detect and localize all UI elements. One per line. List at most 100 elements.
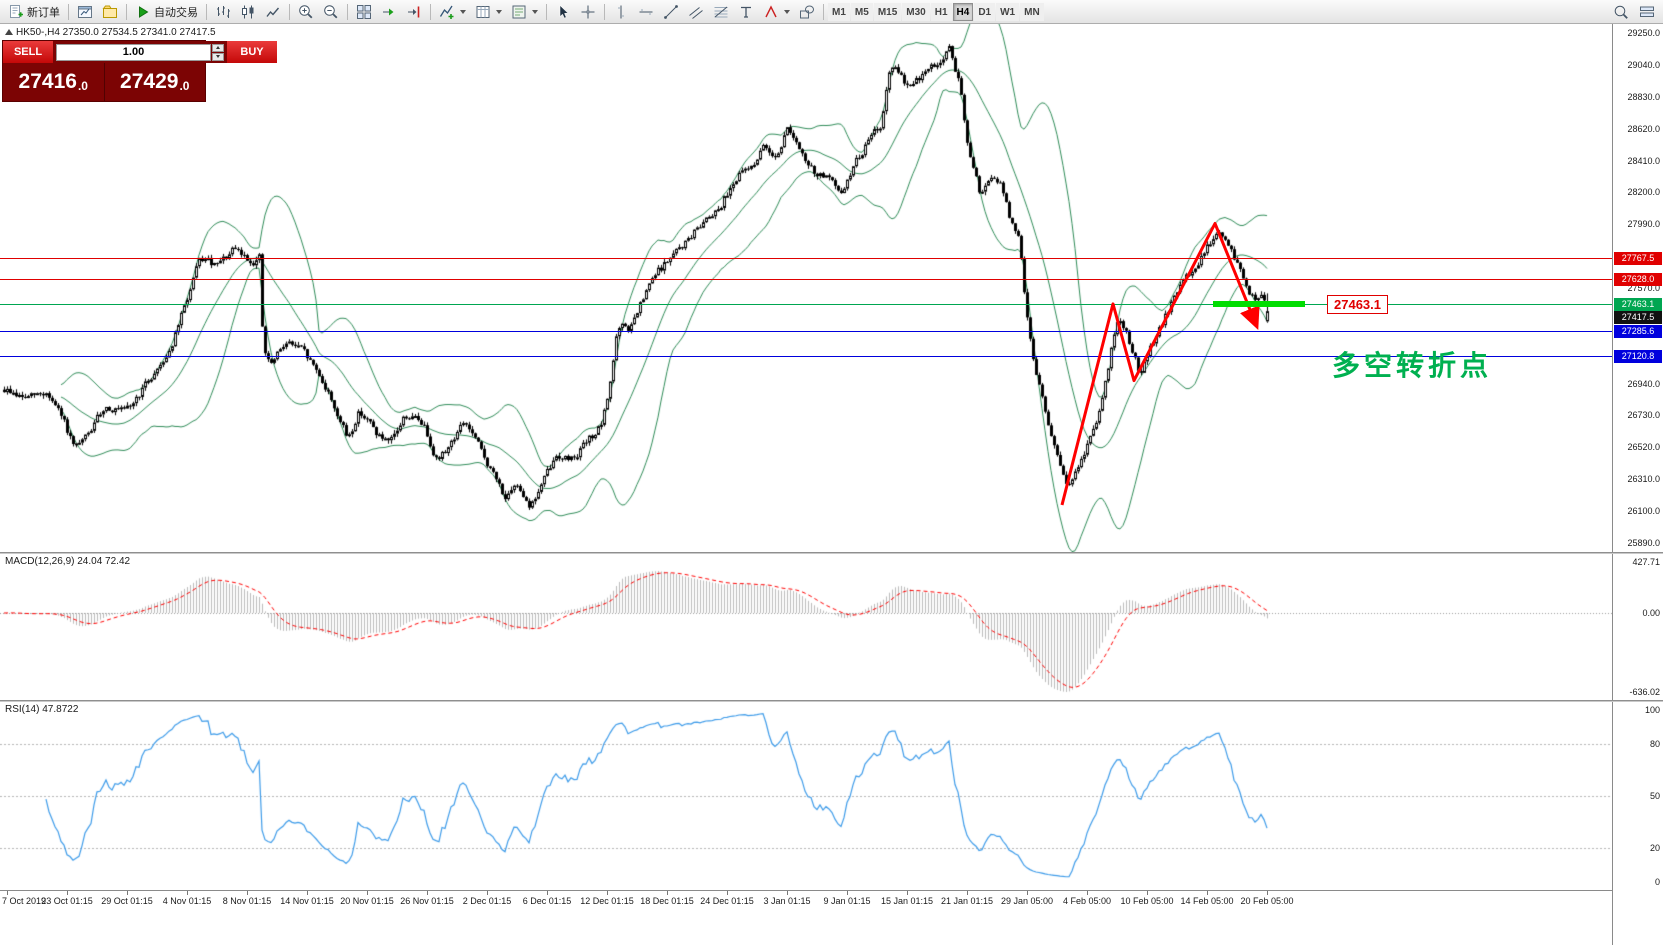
timeframe-m15-button[interactable]: M15 (873, 2, 902, 21)
zoom-out-icon (323, 4, 339, 20)
time-label: 26 Nov 01:15 (400, 896, 454, 906)
timeframe-h4-button[interactable]: H4 (952, 2, 974, 21)
buy-price[interactable]: 27429 .0 (105, 63, 206, 101)
autotrading-button[interactable]: 自动交易 (131, 2, 202, 22)
sell-button[interactable]: SELL (3, 41, 53, 63)
toolbar-separator (206, 3, 207, 20)
timeframe-mn-button[interactable]: MN (1020, 2, 1044, 21)
horizontal-line-icon (638, 4, 654, 20)
time-tick (1027, 891, 1028, 895)
candlestick-button[interactable] (236, 2, 260, 22)
timeframe-w1-button[interactable]: W1 (996, 2, 1020, 21)
volume-down-button[interactable] (212, 52, 224, 61)
crosshair-icon (580, 4, 596, 20)
zoom-out-button[interactable] (319, 2, 343, 22)
timeframe-m30-button[interactable]: M30 (902, 2, 930, 21)
horizontal-level-line[interactable] (0, 330, 1612, 332)
volume-up-button[interactable] (212, 43, 224, 52)
new-order-button[interactable]: 新订单 (4, 2, 64, 22)
price-axis[interactable]: 29250.0 29040.0 28830.0 28620.0 28410.0 28200… (1612, 24, 1663, 945)
templates-icon (511, 4, 527, 20)
toolbar-separator (604, 3, 605, 20)
time-tick (307, 891, 308, 895)
time-label: 6 Dec 01:15 (522, 896, 572, 906)
zoom-in-button[interactable] (294, 2, 318, 22)
pane-separator[interactable] (0, 552, 1663, 554)
horizontal-level-line[interactable] (0, 278, 1612, 280)
pane-separator[interactable] (0, 700, 1663, 702)
tile-windows-button[interactable] (352, 2, 376, 22)
time-label: 3 Jan 01:15 (763, 896, 811, 906)
buy-button[interactable]: BUY (227, 41, 277, 63)
chart-windows-button[interactable] (73, 2, 97, 22)
periods-button[interactable] (471, 2, 506, 22)
time-label: 15 Jan 01:15 (880, 896, 934, 906)
fibonacci-button[interactable] (709, 2, 733, 22)
chart-symbol-header: HK50-,H4 27350.0 27534.5 27341.0 27417.5 (16, 27, 216, 38)
crosshair-button[interactable] (576, 2, 600, 22)
line-chart-button[interactable] (261, 2, 285, 22)
vertical-line-button[interactable] (609, 2, 633, 22)
one-click-trading-panel: SELL BUY 27416 .0 27429 .0 (2, 40, 277, 102)
shapes-tool-button[interactable] (795, 2, 819, 22)
horizontal-level-line[interactable] (0, 303, 1612, 305)
horizontal-line-button[interactable] (634, 2, 658, 22)
toolbar: 新订单 自动交易 M1 M5 M15 M30 H1 H4 D1 W1 MN (0, 0, 1663, 24)
price-tick: 26100.0 (1627, 506, 1660, 517)
price-tick: 26310.0 (1627, 474, 1660, 485)
time-label: 20 Nov 01:15 (340, 896, 394, 906)
auto-scroll-icon (381, 4, 397, 20)
timeframe-m1-button[interactable]: M1 (828, 2, 850, 21)
time-tick (427, 891, 428, 895)
text-tool-button[interactable] (734, 2, 758, 22)
time-tick (787, 891, 788, 895)
sell-price[interactable]: 27416 .0 (3, 63, 105, 101)
main-chart-canvas[interactable] (0, 24, 1612, 552)
time-tick (367, 891, 368, 895)
price-tick: 28620.0 (1627, 123, 1660, 134)
timeframe-d1-button[interactable]: D1 (974, 2, 996, 21)
support-zone-line[interactable] (1213, 301, 1305, 308)
turning-point-note[interactable]: 多空转折点 (1332, 350, 1493, 381)
collapse-panel-icon[interactable] (5, 29, 13, 35)
auto-scroll-button[interactable] (377, 2, 401, 22)
rsi-pane-canvas[interactable] (0, 702, 1612, 890)
horizontal-level-line[interactable] (0, 355, 1612, 357)
horizontal-level-line[interactable] (0, 257, 1612, 259)
price-tick: 25890.0 (1627, 537, 1660, 548)
time-tick (667, 891, 668, 895)
up-arrow-icon (216, 46, 220, 49)
volume-input[interactable] (56, 43, 211, 61)
chart-shift-button[interactable] (402, 2, 426, 22)
toolbars-icon (1639, 4, 1655, 20)
cursor-button[interactable] (551, 2, 575, 22)
rsi-axis-label: 20 (1649, 842, 1660, 853)
indicators-button[interactable] (435, 2, 470, 22)
zoom-in-icon (298, 4, 314, 20)
profiles-button[interactable] (98, 2, 122, 22)
rsi-axis-label: 100 (1644, 705, 1660, 715)
price-tag: 27463.1 (1614, 297, 1662, 311)
bar-chart-icon (215, 4, 231, 20)
search-button[interactable] (1609, 2, 1633, 22)
price-tick: 29040.0 (1627, 59, 1660, 70)
support-price-label[interactable]: 27463.1 (1327, 294, 1388, 314)
arrows-tool-button[interactable] (759, 2, 794, 22)
toolbars-button[interactable] (1635, 2, 1659, 22)
time-axis[interactable]: 7 Oct 2019 23 Oct 01:15 29 Oct 01:15 4 Nov … (0, 890, 1663, 912)
rsi-label: RSI(14) 47.8722 (5, 704, 79, 715)
new-order-icon (8, 4, 24, 20)
price-tag: 27120.8 (1614, 349, 1662, 363)
macd-axis-label: -636.02 (1629, 687, 1660, 697)
timeframe-h1-button[interactable]: H1 (930, 2, 952, 21)
price-tag: 27628.0 (1614, 272, 1662, 286)
rsi-axis-label: 50 (1649, 791, 1660, 801)
templates-button[interactable] (507, 2, 542, 22)
trendline-button[interactable] (659, 2, 683, 22)
channel-button[interactable] (684, 2, 708, 22)
timeframe-m5-button[interactable]: M5 (850, 2, 873, 21)
price-tick: 29250.0 (1627, 28, 1660, 39)
bar-chart-button[interactable] (211, 2, 235, 22)
macd-pane-canvas[interactable] (0, 554, 1612, 700)
dropdown-caret-icon (784, 9, 790, 14)
